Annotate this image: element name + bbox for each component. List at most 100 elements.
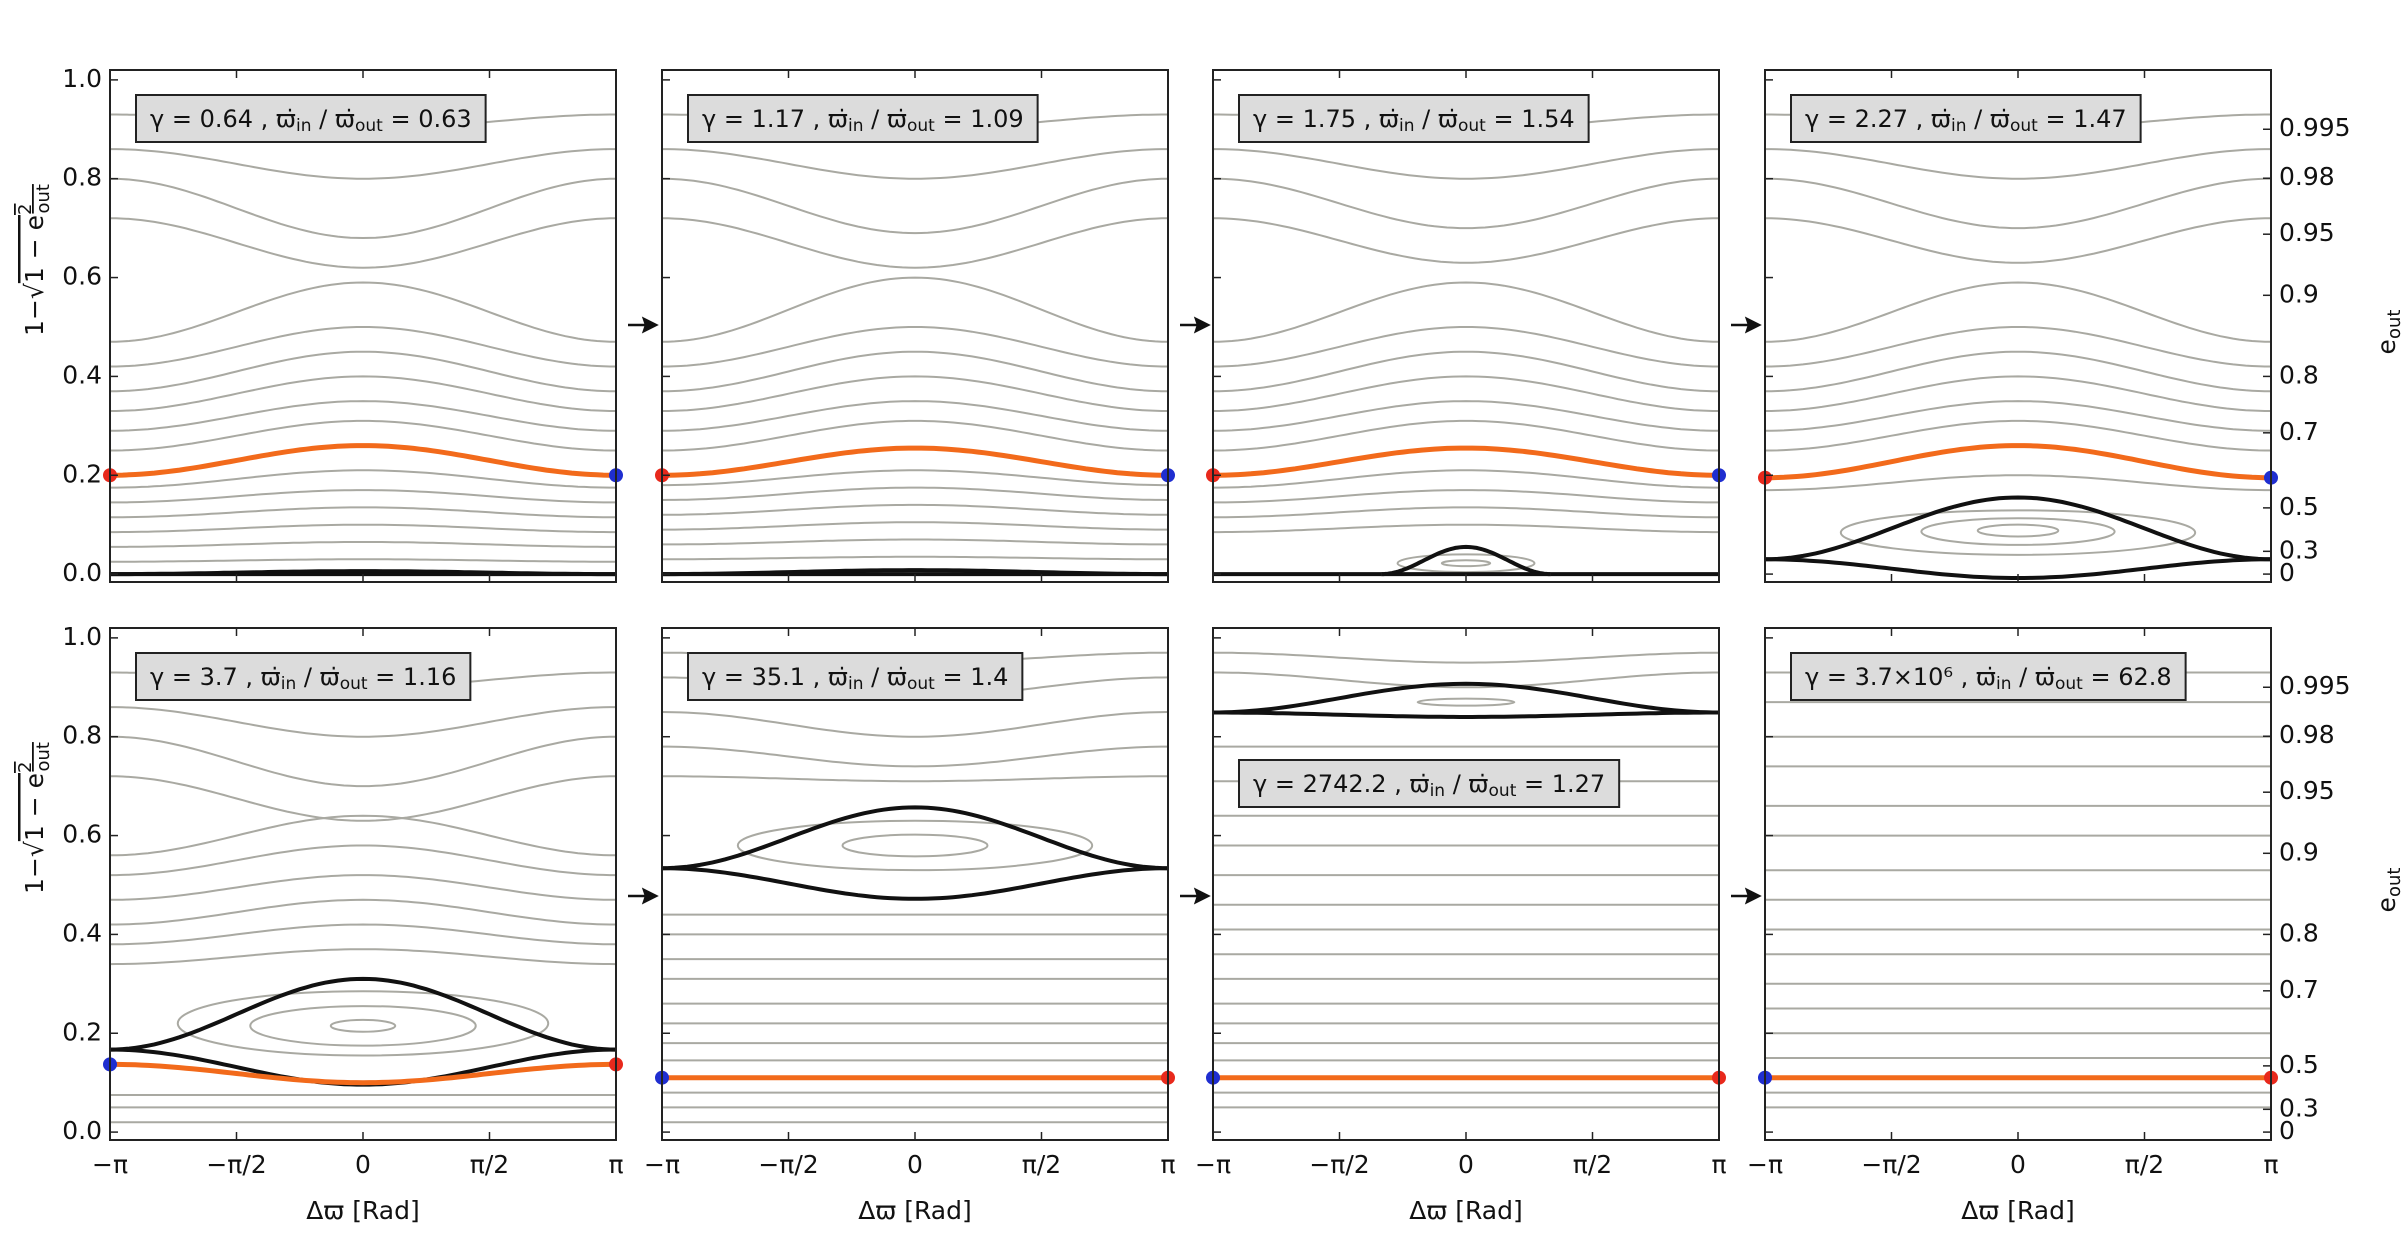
annotation-box [1790,652,2187,701]
contour [662,217,1168,269]
island-contour [1440,559,1492,568]
annotation-part: in [296,116,312,136]
arrow-head [1193,887,1211,905]
contour [1213,350,1719,393]
annotation-part: 62.8 [2118,663,2171,691]
y-tick-label: 0.8 [62,721,102,750]
x-axis-label: Δϖ [Rad] [1961,1196,2075,1225]
contour [110,326,616,368]
separatrix-top [110,976,616,1052]
contour [110,948,616,966]
contour [110,419,616,452]
annotation-part: , [1908,105,1931,133]
annotation-part: in [281,674,297,694]
island-contour [841,833,989,858]
plot-area [110,113,616,577]
trajectory [1765,443,2271,481]
annotation-part: in [1951,116,1967,136]
y2-label-sub: out [2384,868,2403,897]
y-tick-label: 0.6 [62,820,102,849]
contour [1213,281,1719,343]
contour [110,506,616,519]
annotation-part: ϖ̇ [1468,770,1488,798]
contour [1213,400,1719,432]
y2-tick-label: 0.8 [2279,360,2319,389]
trajectory [110,1061,616,1086]
contour [1213,506,1719,519]
annotation-part: in [1399,116,1415,136]
contour [110,217,616,269]
island-contour [1976,523,2060,538]
separatrix-bottom [1213,710,1719,719]
contour [662,503,1168,516]
arrows [628,316,1762,905]
y2-tick-label: 0 [2279,558,2295,587]
y-label-sup: 2 [15,204,36,215]
contour [110,148,616,180]
y2-tick-label: 0.8 [2279,918,2319,947]
annotation-part: / [864,663,887,691]
annotation: γ = 3.7 , ϖ̇in / ϖ̇out = 1.16 [150,663,456,694]
annotation-part: , [253,105,276,133]
annotation-part: = [368,663,403,691]
annotation-box [1790,94,2142,143]
y-label-prefix: 1−√ [20,283,49,336]
contour [662,711,1168,738]
annotation-part: out [340,674,368,694]
y2-tick-label: 0.95 [2279,218,2335,247]
annotation-part: 35.1 [752,663,805,691]
annotation: γ = 1.17 , ϖ̇in / ϖ̇out = 1.09 [702,105,1024,136]
contour [662,350,1168,393]
annotation-part: γ = [1253,770,1303,798]
contour [662,745,1168,768]
annotation-part: out [907,674,935,694]
contour [662,775,1168,783]
contour [1213,148,1719,180]
annotation-part: 0.64 [200,105,253,133]
contour [110,706,616,738]
annotation-part: , [1356,105,1379,133]
annotation-part: γ = [150,663,200,691]
contour [662,148,1168,180]
annotation-part: out [907,116,935,136]
contour [1213,419,1719,452]
annotation-part: out [1458,116,1486,136]
annotation-part: , [805,105,828,133]
contour [110,281,616,343]
annotation-box [1238,759,1621,808]
panel: −π −π/2 0 π/2 πΔϖ [Rad]γ = 2742.2 , ϖ̇in / ϖ… [1195,627,1727,1225]
contour [110,844,616,877]
annotation-part: = [383,105,418,133]
contour [110,898,616,926]
x-tick-label: π [608,1150,623,1179]
y2-label-base: e [2372,339,2401,354]
y-axis-label: 1−√1 − e2out [15,184,54,336]
contour [110,923,616,946]
contour [1765,281,2271,343]
x-tick-label: −π/2 [758,1150,818,1179]
contour [1765,326,2271,368]
annotation-part: ϖ̇ [276,105,296,133]
annotation-part: ϖ̇ [1379,105,1399,133]
annotation-part: ϖ̇ [320,663,340,691]
annotation-part: 3.7×10⁶ [1855,663,1953,691]
contour [1213,489,1719,504]
contour [1213,671,1719,689]
y-tick-label: 0.0 [62,1116,102,1145]
x-tick-label: −π [92,1150,128,1179]
x-tick-label: −π/2 [1861,1150,1921,1179]
x-tick-label: −π [1195,1150,1231,1179]
annotation-part: , [1387,770,1410,798]
annotation-part: 1.47 [2073,105,2126,133]
annotation-part: ϖ̇ [335,105,355,133]
annotation-part: ϖ̇ [261,663,281,691]
annotation: γ = 0.64 , ϖ̇in / ϖ̇out = 0.63 [150,105,472,136]
arrow-head [641,887,659,905]
annotation-part: ϖ̇ [1438,105,1458,133]
contour [662,486,1168,501]
island-contour [736,819,1094,872]
y-tick-label: 1.0 [62,64,102,93]
panel: −π −π/2 0 π/2 π Δϖ [Rad] 0.0 0.2 0.4 0.6 0.8 1.0 1−√… [15,622,624,1225]
panel: −π −π/2 0 π/2 πΔϖ [Rad]γ = 35.1 , ϖ̇in / ϖ̇o… [644,627,1176,1225]
